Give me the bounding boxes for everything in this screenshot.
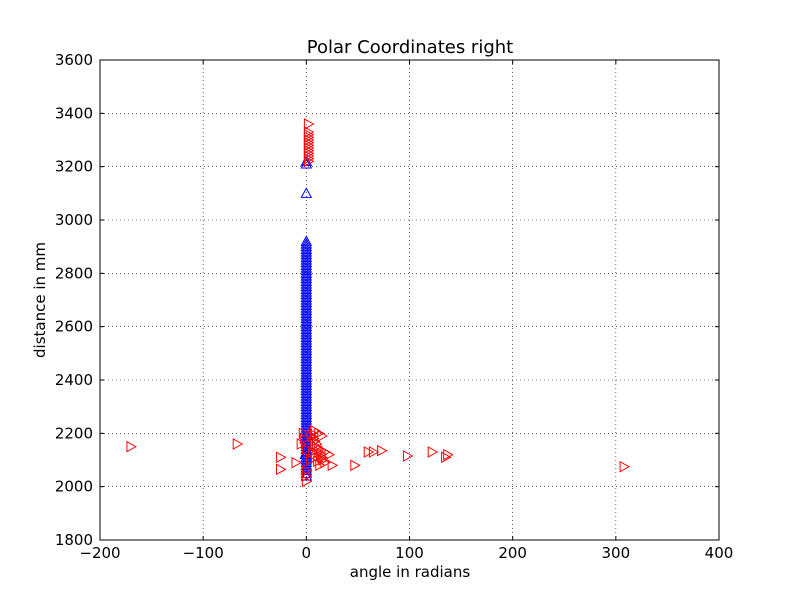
data-point-series-2 xyxy=(441,451,452,464)
y-tick-label: 3200 xyxy=(55,158,93,176)
y-tick-label: 2600 xyxy=(55,318,93,336)
ticks xyxy=(99,59,720,541)
x-tick-label: −100 xyxy=(183,544,224,562)
data-points xyxy=(126,118,631,488)
data-point-series-2 xyxy=(314,446,325,458)
data-point-series-2 xyxy=(305,454,317,466)
data-point-series-2 xyxy=(301,443,313,456)
y-tick-label: 2400 xyxy=(55,371,93,389)
data-point-series-2 xyxy=(402,450,414,462)
data-point-series-2 xyxy=(324,448,336,461)
x-tick-label: 400 xyxy=(705,544,734,562)
y-tick-label: 2800 xyxy=(55,264,93,282)
data-point-series-2 xyxy=(276,451,287,464)
y-tick-label: 1800 xyxy=(55,531,93,549)
data-point-series-2 xyxy=(306,430,318,442)
data-point-series-2 xyxy=(317,451,328,464)
data-point-series-2 xyxy=(126,440,137,453)
data-point-series-2 xyxy=(310,435,321,448)
data-point-series-1 xyxy=(300,467,313,478)
data-point-series-2 xyxy=(303,155,315,168)
data-point-series-2 xyxy=(232,438,244,450)
y-tick-label: 2000 xyxy=(55,478,93,496)
data-point-series-1 xyxy=(300,187,313,198)
chart-title: Polar Coordinates right xyxy=(307,37,513,58)
data-point-series-2 xyxy=(377,444,388,457)
data-point-series-2 xyxy=(309,432,320,445)
data-point-series-2 xyxy=(619,460,631,473)
y-tick-label: 3400 xyxy=(55,104,93,122)
y-tick-label: 3000 xyxy=(55,211,93,229)
data-point-series-2 xyxy=(350,459,361,472)
x-tick-label: −200 xyxy=(79,544,120,562)
x-tick-label: 300 xyxy=(602,544,631,562)
x-tick-label: 200 xyxy=(498,544,527,562)
data-point-series-2 xyxy=(308,446,319,458)
data-point-series-2 xyxy=(314,427,325,440)
data-point-series-1 xyxy=(300,469,313,481)
tick-labels: −200 −100 0 100 200 300 400 1800 2000 2200 2400 260… xyxy=(55,51,734,562)
y-tick-label: 3600 xyxy=(55,51,93,69)
data-point-series-2 xyxy=(327,459,339,472)
data-point-series-2 xyxy=(368,446,380,458)
data-point-series-2 xyxy=(276,463,287,476)
data-point-series-2 xyxy=(317,430,328,442)
data-point-series-2 xyxy=(315,459,326,472)
data-point-series-2 xyxy=(291,456,303,469)
x-axis-title: angle in radians xyxy=(350,563,471,581)
y-axis-title: distance in mm xyxy=(31,242,49,358)
x-tick-label: 100 xyxy=(395,544,424,562)
data-point-series-2 xyxy=(299,432,311,445)
data-point-series-2 xyxy=(296,438,308,450)
data-point-series-2 xyxy=(427,446,439,458)
y-tick-label: 2200 xyxy=(55,424,93,442)
data-point-series-1 xyxy=(300,464,313,476)
data-point-series-2 xyxy=(318,454,329,466)
x-tick-label: 0 xyxy=(302,544,312,562)
data-point-series-2 xyxy=(301,475,313,488)
data-point-series-2 xyxy=(443,448,454,461)
data-point-series-2 xyxy=(363,446,375,458)
data-point-series-2 xyxy=(303,118,315,130)
data-point-series-2 xyxy=(312,440,323,453)
